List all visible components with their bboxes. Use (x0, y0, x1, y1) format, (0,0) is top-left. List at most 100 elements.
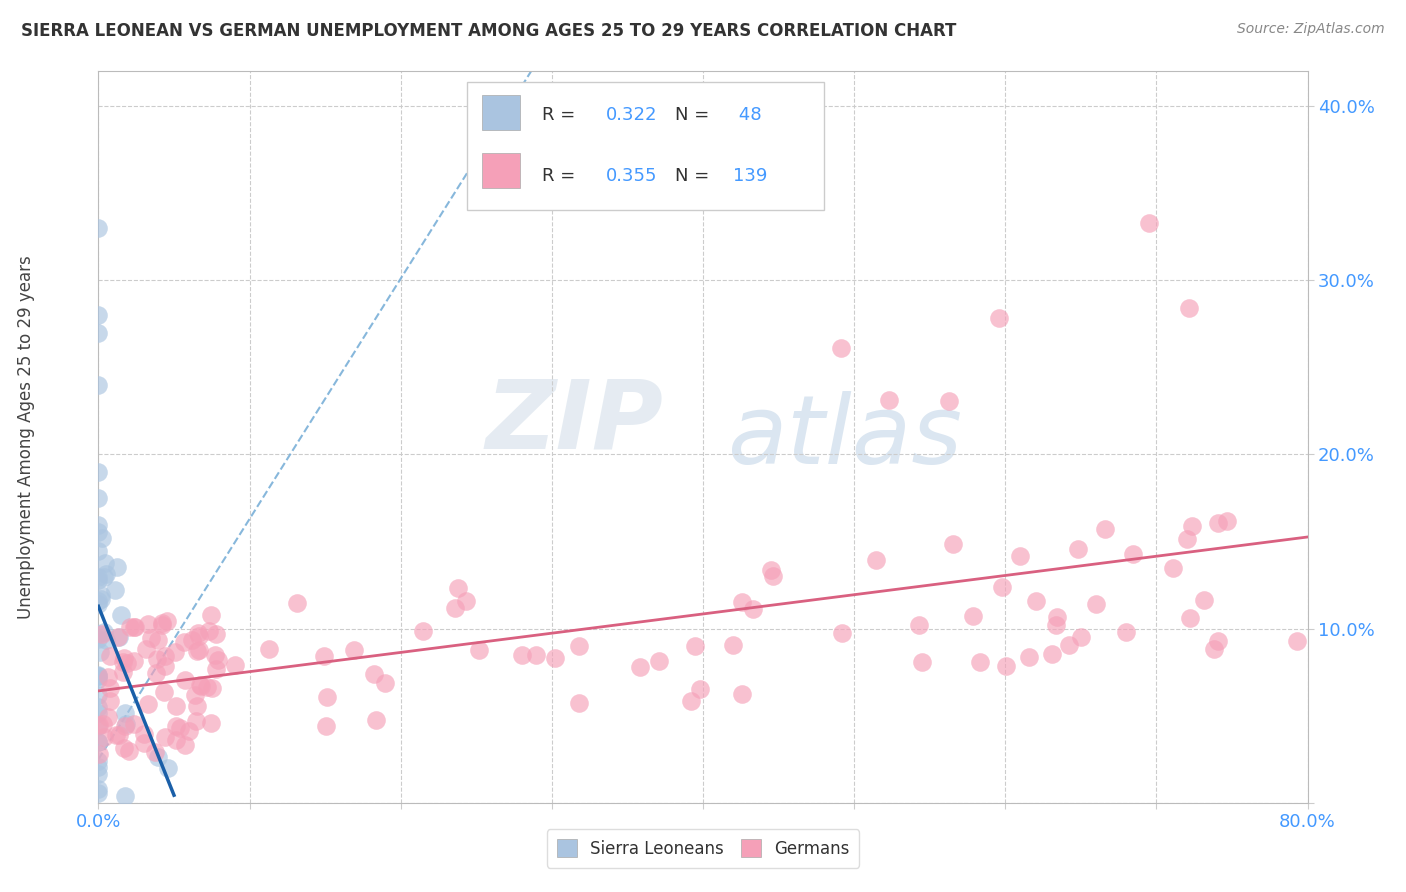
Point (87, 719, 110, 733)
Text: ZIP: ZIP (485, 376, 664, 469)
Point (731, 687, 754, 701)
Point (1122, 548, 1144, 562)
Point (568, 639, 591, 653)
Point (830, 341, 852, 355)
Point (761, 568, 783, 582)
Point (316, 690, 339, 705)
Text: Source: ZipAtlas.com: Source: ZipAtlas.com (1237, 22, 1385, 37)
Point (177, 724, 200, 739)
Point (444, 601, 467, 615)
Point (91, 626, 114, 640)
Point (124, 716, 146, 731)
Point (87, 377, 110, 392)
Point (224, 658, 246, 673)
Point (114, 719, 136, 733)
Point (1046, 610, 1069, 624)
Point (87, 706, 110, 720)
Point (93, 570, 115, 584)
Point (165, 733, 187, 747)
Point (759, 564, 782, 578)
Point (628, 659, 651, 673)
Point (363, 667, 385, 681)
Point (1161, 560, 1184, 574)
Point (136, 697, 159, 711)
Point (146, 652, 169, 666)
Point (454, 594, 477, 608)
Point (136, 616, 159, 631)
Point (135, 641, 157, 656)
Point (174, 739, 197, 753)
Point (87, 668, 110, 682)
Point (200, 715, 222, 730)
Point (962, 609, 984, 624)
Point (184, 688, 207, 702)
Point (89, 747, 111, 761)
Point (374, 676, 396, 690)
Point (648, 654, 671, 668)
Point (689, 682, 711, 697)
Point (96, 566, 118, 581)
Point (1045, 617, 1067, 632)
Point (118, 744, 141, 758)
Point (731, 595, 754, 609)
Point (153, 648, 176, 663)
Point (204, 648, 226, 663)
Point (104, 728, 127, 742)
Point (87, 525, 110, 540)
Point (132, 736, 155, 750)
Point (90, 588, 112, 602)
Point (205, 662, 228, 676)
Point (1181, 519, 1204, 533)
Point (98, 681, 121, 696)
Point (97, 710, 120, 724)
Point (94, 556, 117, 570)
Point (156, 761, 179, 775)
Point (114, 706, 136, 720)
Point (165, 699, 187, 714)
Point (184, 714, 207, 729)
Point (1070, 630, 1092, 644)
Point (315, 719, 337, 733)
Point (87, 491, 110, 506)
Point (87, 700, 110, 714)
Point (87, 735, 110, 749)
Point (685, 639, 707, 653)
Point (186, 644, 208, 658)
Text: 48: 48 (734, 106, 762, 124)
Point (87, 786, 110, 800)
Point (679, 694, 702, 708)
Point (89, 718, 111, 732)
Point (1094, 522, 1116, 536)
Point (187, 626, 209, 640)
Point (89, 645, 111, 659)
Legend: Sierra Leoneans, Germans: Sierra Leoneans, Germans (547, 830, 859, 868)
Point (104, 583, 127, 598)
Point (143, 745, 166, 759)
Point (87, 594, 110, 608)
Point (87, 308, 110, 322)
Point (524, 648, 547, 662)
Point (87, 766, 110, 780)
Point (97, 670, 120, 684)
Point (207, 653, 229, 667)
Point (190, 679, 212, 693)
Text: N =: N = (675, 167, 710, 185)
Point (146, 750, 169, 764)
Point (87, 627, 110, 641)
Point (87, 760, 110, 774)
Point (169, 721, 191, 735)
Point (153, 730, 176, 744)
Point (132, 727, 155, 741)
Point (155, 658, 177, 673)
Point (1286, 634, 1309, 648)
Point (98, 693, 121, 707)
Point (174, 673, 197, 688)
Point (94, 633, 117, 648)
Point (186, 698, 208, 713)
Point (942, 537, 965, 551)
Point (831, 626, 853, 640)
Point (93, 625, 115, 640)
Point (112, 656, 135, 670)
Point (87, 573, 110, 587)
Point (257, 641, 280, 656)
